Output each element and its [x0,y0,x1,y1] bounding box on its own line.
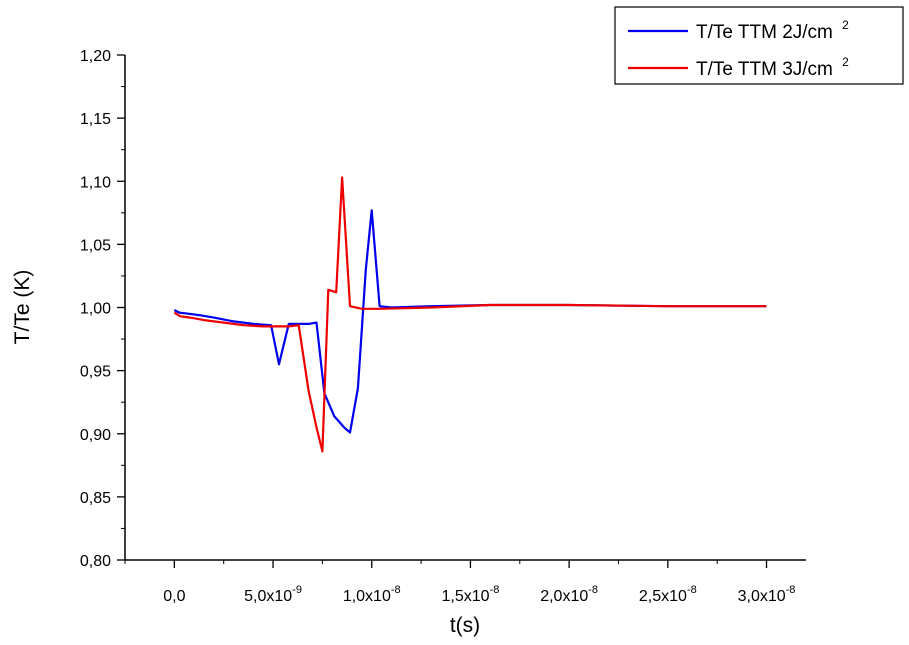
x-tick-label: 5,0x10-9 [244,584,302,605]
legend-label-series-1: T/Te TTM 2J/cm [696,22,833,43]
y-axis-label: T/Te (K) [11,270,34,345]
series-line-1 [173,209,767,434]
x-axis-ticks: 0,0 5,0x10-9 1,0x10-8 1,5x10-8 2,0x10-8 2,5x1… [124,560,796,605]
legend-label-series-2: T/Te TTM 3J/cm [696,59,833,80]
y-tick-label: 1,15 [80,111,111,128]
x-tick-label: 1,0x10-8 [343,584,401,605]
x-tick-label: 1,5x10-8 [442,584,500,605]
x-tick-label: 3,0x10-8 [738,584,796,605]
y-tick-label: 0,95 [80,364,111,381]
plot-area: 0,80 0,85 0,90 0,95 1,00 1,05 1,10 1,15 1,20 0,0… [80,48,806,605]
legend-sup-series-2: 2 [842,55,849,69]
y-tick-label: 1,05 [80,237,111,254]
y-axis-ticks: 0,80 0,85 0,90 0,95 1,00 1,05 1,10 1,15 1,20 [80,48,125,570]
x-tick-label: 0,0 [163,588,185,605]
y-tick-label: 1,20 [80,48,111,65]
y-tick-label: 0,90 [80,427,111,444]
y-tick-label: 0,80 [80,553,111,570]
x-tick-label: 2,0x10-8 [540,584,598,605]
legend-entry-series-2: T/Te TTM 3J/cm 2 [696,55,849,80]
y-tick-label: 0,85 [80,490,111,507]
x-axis-label: t(s) [450,614,480,637]
y-tick-label: 1,00 [80,301,111,318]
legend-entry-series-1: T/Te TTM 2J/cm 2 [696,18,849,43]
legend-box [614,6,904,85]
series-line-2 [173,176,767,453]
y-tick-label: 1,10 [80,174,111,191]
series-layer [173,176,767,453]
x-tick-label: 2,5x10-8 [639,584,697,605]
legend-sup-series-1: 2 [842,18,849,32]
legend: T/Te TTM 2J/cm 2 T/Te TTM 3J/cm 2 [614,6,904,85]
